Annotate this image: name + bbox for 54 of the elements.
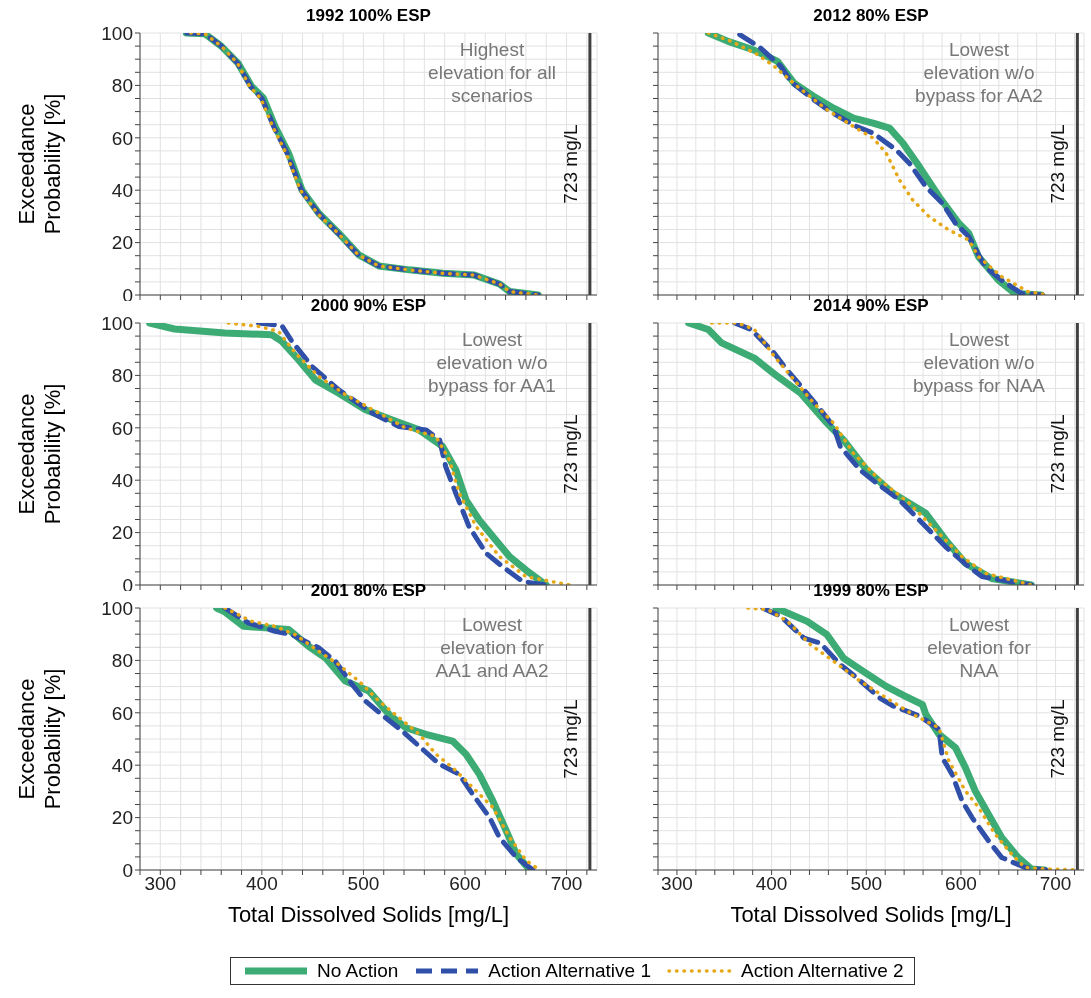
x-axis-title: Total Dissolved Solids [mg/L]: [226, 902, 511, 928]
chart-title: 2001 80% ESP: [309, 581, 428, 601]
chart-title: 2014 90% ESP: [812, 296, 930, 316]
x-tick-label: 700: [550, 873, 583, 895]
legend-label: No Action: [317, 960, 399, 982]
x-tick-label: 300: [661, 873, 693, 895]
y-tick-label: 100: [101, 312, 133, 334]
y-tick-label: 60: [111, 417, 133, 439]
ref-line-label: 723 mg/L: [1047, 124, 1069, 204]
y-axis-title: Exceedance Probability [%]: [14, 667, 66, 812]
y-axis-title: Exceedance Probability [%]: [14, 92, 66, 237]
y-tick-label: 20: [111, 232, 133, 254]
x-tick-label: 500: [347, 873, 380, 895]
y-tick-label: 80: [111, 650, 133, 672]
y-tick-label: 100: [101, 597, 133, 619]
y-tick-label: 20: [111, 807, 133, 829]
y-tick-label: 40: [111, 469, 133, 491]
y-tick-label: 0: [122, 859, 133, 881]
x-tick-label: 500: [850, 873, 883, 895]
y-tick-label: 60: [111, 702, 133, 724]
ref-line-label: 723 mg/L: [1047, 699, 1069, 779]
chart-title: 2012 80% ESP: [812, 6, 930, 26]
annotation: Lowest elevation w/o bypass for AA2: [914, 38, 1044, 107]
annotation: Highest elevation for all scenarios: [427, 38, 557, 107]
y-tick-label: 20: [111, 522, 133, 544]
y-tick-label: 60: [111, 127, 133, 149]
x-tick-label: 400: [246, 873, 278, 895]
chart-title: 1999 80% ESP: [812, 581, 930, 601]
y-tick-label: 100: [101, 22, 133, 44]
y-axis-title: Exceedance Probability [%]: [14, 382, 66, 527]
annotation: Lowest elevation for NAA: [926, 613, 1032, 682]
legend-label: Action Alternative 1: [488, 960, 651, 982]
chart-title: 1992 100% ESP: [305, 6, 432, 26]
y-tick-label: 0: [122, 284, 133, 306]
x-tick-label: 400: [755, 873, 788, 895]
annotation: Lowest elevation w/o bypass for NAA: [912, 328, 1046, 397]
y-tick-label: 80: [111, 365, 133, 387]
annotation: Lowest elevation w/o bypass for AA1: [427, 328, 557, 397]
ref-line-label: 723 mg/L: [559, 699, 581, 779]
y-tick-label: 0: [122, 574, 133, 596]
y-tick-label: 80: [111, 75, 133, 97]
legend-label: Action Alternative 2: [740, 960, 904, 982]
x-tick-label: 600: [945, 873, 977, 895]
x-tick-label: 600: [449, 873, 481, 895]
x-tick-label: 700: [1039, 873, 1072, 895]
ref-line-label: 723 mg/L: [559, 414, 581, 494]
x-axis-title: Total Dissolved Solids [mg/L]: [729, 902, 1013, 928]
ref-line-label: 723 mg/L: [1047, 414, 1069, 494]
x-tick-label: 300: [144, 873, 177, 895]
y-tick-label: 40: [111, 754, 133, 776]
y-tick-label: 40: [111, 179, 133, 201]
annotation: Lowest elevation for AA1 and AA2: [434, 613, 550, 682]
ref-line-label: 723 mg/L: [559, 124, 581, 204]
chart-title: 2000 90% ESP: [309, 296, 428, 316]
